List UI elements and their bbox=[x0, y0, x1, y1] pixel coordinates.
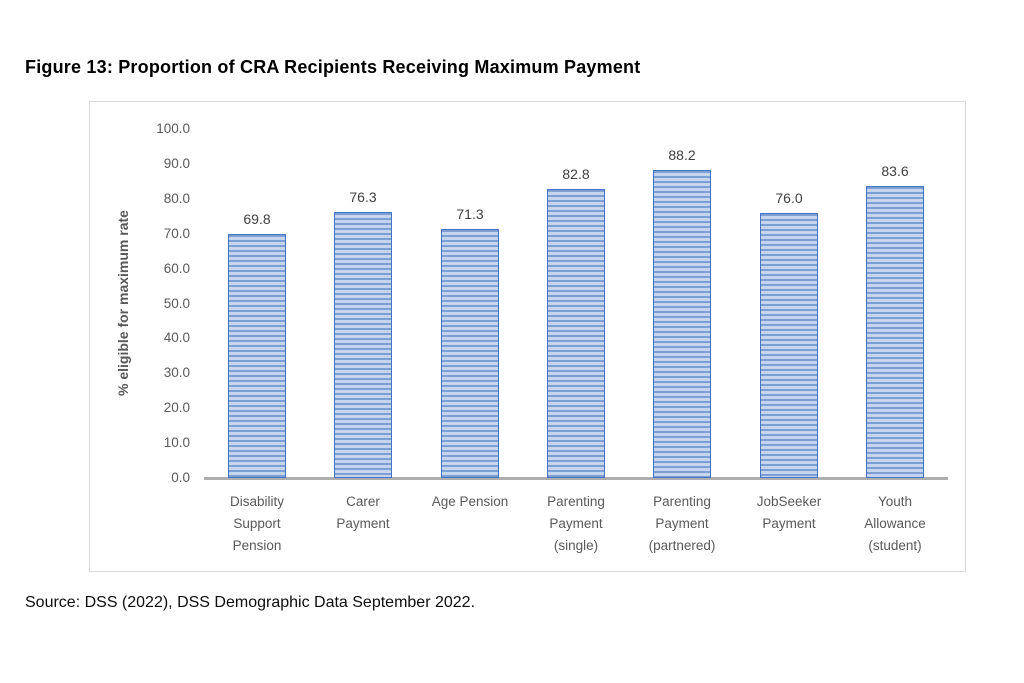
category-label-age-pension: Age Pension bbox=[431, 494, 509, 509]
category-label-youth-allowance-student: Youth Allowance (student) bbox=[864, 494, 926, 553]
y-tick-label: 20.0 bbox=[163, 400, 190, 416]
bar-jobseeker-payment bbox=[760, 213, 818, 478]
category-label-parenting-payment-single: Parenting Payment (single) bbox=[547, 494, 605, 553]
y-tick-label: 40.0 bbox=[163, 330, 190, 346]
figure-title: Figure 13: Proportion of CRA Recipients … bbox=[25, 57, 641, 77]
y-tick-label: 50.0 bbox=[163, 295, 190, 311]
chart-area: % eligible for maximum rate 0.0 10.0 20.0 3… bbox=[89, 101, 966, 572]
bar-disability-support-pension bbox=[228, 234, 286, 478]
bar-value-label: 69.8 bbox=[243, 211, 271, 227]
bar-value-label: 83.6 bbox=[881, 163, 909, 179]
bar-age-pension bbox=[441, 229, 499, 478]
x-axis-line bbox=[204, 477, 948, 480]
y-tick-label: 30.0 bbox=[163, 365, 190, 381]
category-label-disability-support-pension: Disability Support Pension bbox=[229, 494, 284, 553]
bar-parenting-payment-partnered bbox=[653, 170, 711, 478]
y-tick-label: 70.0 bbox=[163, 225, 190, 241]
category-label-jobseeker-payment: JobSeeker Payment bbox=[756, 494, 822, 531]
bar-parenting-payment-single bbox=[547, 189, 605, 478]
bar-carer-payment bbox=[334, 212, 392, 478]
bar-value-label: 82.8 bbox=[562, 166, 590, 182]
bar-value-label: 71.3 bbox=[456, 206, 484, 222]
source-note: Source: DSS (2022), DSS Demographic Data… bbox=[25, 594, 476, 611]
bar-value-label: 76.3 bbox=[349, 189, 377, 205]
bar-value-label: 88.2 bbox=[668, 147, 696, 163]
category-label-carer-payment: Carer Payment bbox=[336, 494, 390, 531]
y-tick-label: 10.0 bbox=[163, 435, 190, 451]
category-label-parenting-payment-partnered: Parenting Payment (partnered) bbox=[648, 494, 716, 553]
y-tick-label: 100.0 bbox=[156, 121, 190, 136]
y-tick-label: 80.0 bbox=[163, 190, 190, 206]
y-tick-label: 90.0 bbox=[163, 155, 190, 171]
y-tick-label: 60.0 bbox=[163, 260, 190, 276]
bar-value-label: 76.0 bbox=[775, 190, 803, 206]
bar-youth-allowance-student bbox=[866, 186, 924, 478]
y-tick-label: 0.0 bbox=[171, 470, 190, 485]
